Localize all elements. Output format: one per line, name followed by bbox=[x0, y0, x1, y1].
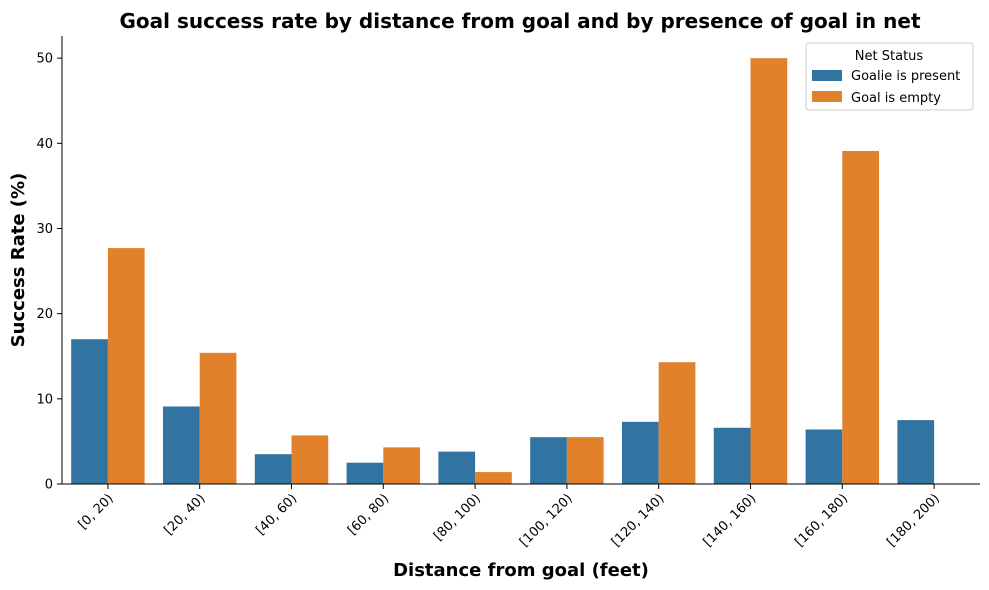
legend: Net Status Goalie is present Goal is emp… bbox=[805, 42, 974, 111]
bar-goal-empty-4 bbox=[475, 472, 512, 484]
bar-goalie-present-0 bbox=[71, 339, 108, 484]
y-tick-label: 20 bbox=[36, 307, 53, 322]
bar-goal-empty-1 bbox=[199, 352, 237, 484]
bar-goal-empty-7 bbox=[750, 58, 788, 485]
bar-goalie-present-8 bbox=[805, 429, 843, 484]
chart-title: Goal success rate by distance from goal … bbox=[119, 9, 920, 33]
bar-goal-empty-8 bbox=[842, 150, 880, 484]
bar-goal-empty-3 bbox=[383, 447, 421, 484]
x-axis-label: Distance from goal (feet) bbox=[393, 560, 649, 581]
y-tick-label: 40 bbox=[36, 137, 53, 152]
x-tick-label: [0, 20) bbox=[76, 491, 117, 532]
bar-goal-empty-5 bbox=[566, 437, 604, 484]
bar-goalie-present-1 bbox=[162, 406, 200, 484]
x-tick-label: [60, 80) bbox=[345, 491, 392, 538]
legend-label-goalie-present: Goalie is present bbox=[851, 69, 960, 84]
bar-goalie-present-5 bbox=[530, 437, 567, 484]
x-tick-label: [80, 100) bbox=[431, 491, 484, 544]
legend-box bbox=[805, 42, 974, 111]
bar-goalie-present-9 bbox=[897, 420, 935, 484]
x-tick-label: [140, 160) bbox=[701, 491, 760, 550]
y-tick-label: 50 bbox=[36, 52, 53, 67]
bar-goal-empty-2 bbox=[291, 435, 329, 484]
bar-goalie-present-6 bbox=[621, 421, 659, 484]
bar-goalie-present-4 bbox=[438, 451, 476, 484]
legend-swatch-goal-empty bbox=[812, 91, 842, 102]
x-tick-label: [20, 40) bbox=[162, 491, 209, 538]
x-tick-label: [180, 200) bbox=[884, 491, 943, 550]
plot-area: 0 10 20 30 40 50 [0, 20) [20, 40) [40, 60) [60, 8… bbox=[36, 52, 942, 550]
x-tick-label: [120, 140) bbox=[609, 491, 668, 550]
x-tick-label: [40, 60) bbox=[253, 491, 300, 538]
bar-goal-empty-6 bbox=[658, 362, 696, 484]
legend-swatch-goalie-present bbox=[812, 70, 842, 81]
x-tick-label: [100, 120) bbox=[517, 491, 576, 550]
y-axis-label: Success Rate (%) bbox=[8, 173, 29, 348]
bar-goalie-present-3 bbox=[346, 462, 384, 484]
legend-label-goal-empty: Goal is empty bbox=[851, 91, 941, 106]
x-tick-label: [160, 180) bbox=[792, 491, 851, 550]
bar-goalie-present-7 bbox=[713, 427, 751, 484]
y-tick-label: 10 bbox=[36, 392, 53, 407]
y-tick-label: 0 bbox=[45, 478, 53, 493]
bar-goalie-present-2 bbox=[254, 454, 292, 484]
legend-title: Net Status bbox=[855, 49, 924, 64]
y-tick-label: 30 bbox=[36, 222, 53, 237]
bar-goal-empty-0 bbox=[107, 248, 145, 484]
